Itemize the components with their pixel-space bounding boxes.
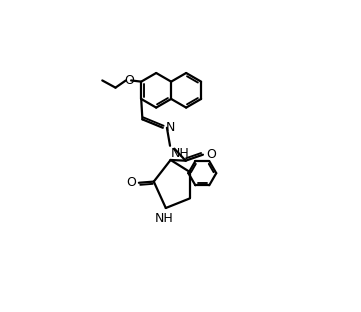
Text: O: O [126,176,136,189]
Text: O: O [124,74,134,87]
Text: N: N [166,121,175,134]
Text: NH: NH [171,147,190,160]
Text: O: O [206,148,216,161]
Text: NH: NH [155,212,174,225]
